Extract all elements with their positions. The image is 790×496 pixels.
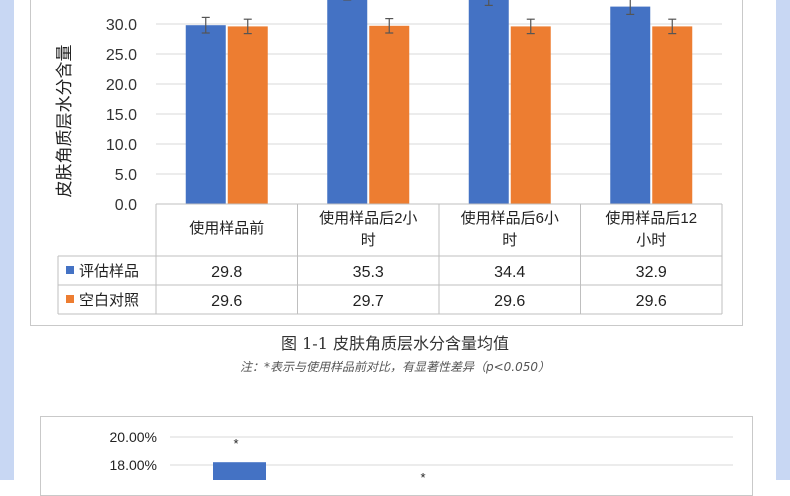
y-tick-label: 15.0 (106, 107, 137, 124)
bar-sample (185, 25, 226, 205)
bar-control (510, 26, 551, 205)
category-label: 时 (502, 232, 517, 249)
percent-chart: 20.00% 18.00% * * (110, 429, 733, 480)
bar-control (369, 25, 410, 204)
data-label: 34.4 (494, 264, 525, 281)
bar-control (227, 26, 268, 205)
category-label: 使用样品后6小 (461, 210, 559, 227)
y-tick-label: 25.0 (106, 47, 137, 64)
data-label: 32.9 (636, 264, 667, 281)
category-label: 使用样品前 (189, 220, 264, 237)
right-border-stripe (776, 0, 790, 480)
bar-sample (610, 6, 651, 204)
y-tick-label: 0.0 (115, 197, 137, 214)
legend-swatch (66, 266, 74, 274)
y-tick-label: 20.0 (106, 77, 137, 94)
y-tick-label: 18.00% (110, 457, 157, 473)
legend-swatch (66, 295, 74, 303)
y-tick-label: 5.0 (115, 167, 137, 184)
figure-caption: 图 1-1 皮肤角质层水分含量均值 (281, 334, 509, 353)
legend-label: 评估样品 (79, 263, 139, 280)
data-label: 29.7 (353, 293, 384, 310)
bar-sample (213, 462, 266, 480)
data-label: 29.6 (636, 293, 667, 310)
bar-sample (327, 0, 368, 205)
data-label: 29.6 (494, 293, 525, 310)
data-label: 35.3 (353, 264, 384, 281)
y-tick-label: 20.00% (110, 429, 157, 445)
figure-note: 注：*表示与使用样品前对比，有显著性差异（p<0.050） (239, 360, 551, 374)
category-label: 使用样品后2小 (319, 210, 417, 227)
y-axis-label: 皮肤角质层水分含量 (55, 45, 75, 198)
category-label: 小时 (636, 232, 666, 249)
y-tick-label: 10.0 (106, 137, 137, 154)
category-label: 使用样品后12 (605, 210, 697, 227)
y-tick-label: 30.0 (106, 17, 137, 34)
bar-sample (468, 0, 509, 204)
data-label: 29.6 (211, 293, 242, 310)
bar-control (652, 26, 693, 205)
moisture-chart: 0.0 5.0 10.0 15.0 20.0 25.0 30.0 皮肤角质层水分含量使用样品前… (55, 0, 723, 315)
legend-label: 空白对照 (79, 292, 139, 309)
significance-marker: * (420, 470, 425, 480)
significance-marker: * (233, 436, 238, 451)
category-label: 时 (361, 232, 376, 249)
data-label: 29.8 (211, 264, 242, 281)
left-border-stripe (0, 0, 14, 480)
